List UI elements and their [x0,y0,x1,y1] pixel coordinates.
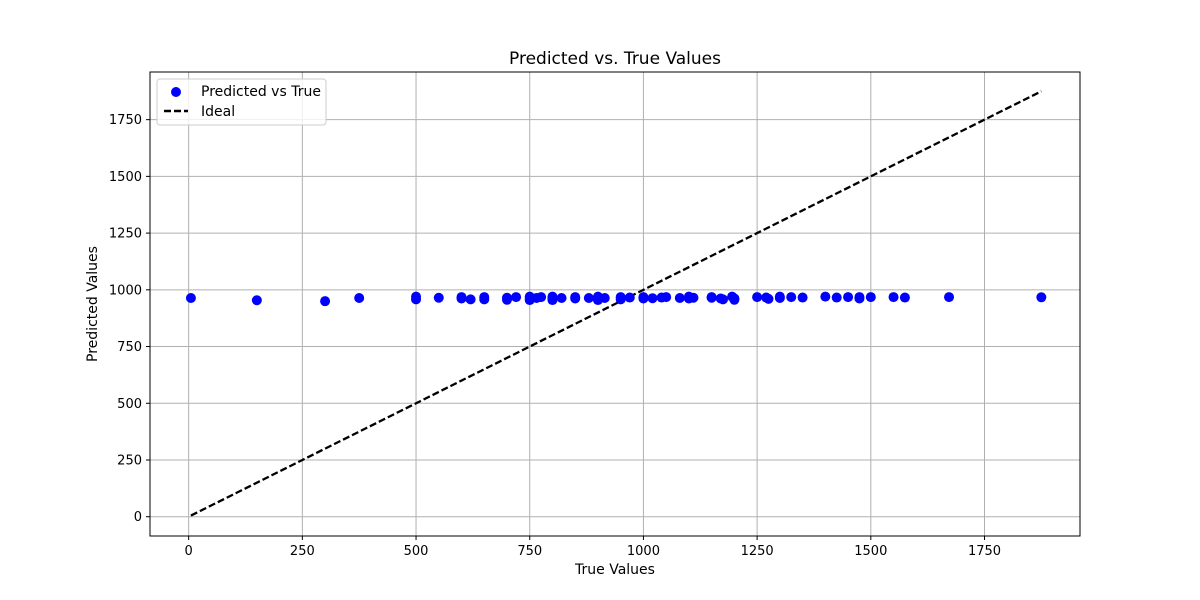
y-tick-label: 1250 [109,227,142,242]
scatter-point [501,294,512,305]
x-axis-ticks: 0 250 500 750 1000 1250 1500 1750 [185,536,1001,559]
scatter-point [479,294,490,305]
plot-frame [149,71,1081,537]
scatter-point [433,292,444,303]
scatter-point [251,295,262,306]
y-tick-label: 1750 [109,113,142,128]
scatter-point [185,292,196,303]
scatter-point [899,292,910,303]
scatter-point [638,293,649,304]
y-tick-label: 500 [117,397,142,412]
scatter-point [688,292,699,303]
scatter-point [624,292,635,303]
x-tick-label: 1500 [854,544,887,559]
chart-title: Predicted vs. True Values [509,49,721,69]
x-axis-label: True Values [574,562,655,578]
ideal-line [190,90,1042,517]
scatter-point [763,293,774,304]
legend: Predicted vs True Ideal [156,78,327,126]
x-tick-label: 1250 [741,544,774,559]
scatter-point [661,292,672,303]
scatter-point [320,296,331,307]
legend-box [156,78,327,126]
ideal-line-layer [190,90,1042,517]
scatter-point [797,292,808,303]
scatter-point [718,294,729,305]
scatter-point [465,294,476,305]
grid-lines [150,72,1080,536]
scatter-point [865,292,876,303]
x-tick-label: 750 [517,544,542,559]
x-tick-label: 250 [290,544,315,559]
scatter-point [556,292,567,303]
scatter-point [599,292,610,303]
scatter-point [752,292,763,303]
legend-marker-scatter [171,87,181,97]
scatter-point [547,295,558,306]
scatter-point [888,292,899,303]
scatter-point [411,294,422,305]
scatter-point [354,292,365,303]
y-tick-label: 0 [134,510,142,525]
scatter-point [1036,292,1047,303]
legend-label-scatter: Predicted vs True [201,84,321,100]
scatter-point [570,293,581,304]
x-tick-label: 1750 [968,544,1001,559]
scatter-points-layer [185,291,1047,307]
x-tick-label: 500 [404,544,429,559]
y-tick-label: 250 [117,453,142,468]
scatter-point [456,293,467,304]
scatter-point [786,292,797,303]
scatter-point [854,293,865,304]
y-axis-label: Predicted Values [85,246,101,362]
scatter-point [820,291,831,302]
scatter-point [729,294,740,305]
scatter-point [583,292,594,303]
scatter-point [511,292,522,303]
scatter-point [674,292,685,303]
y-tick-label: 1000 [109,283,142,298]
x-tick-label: 1000 [627,544,660,559]
scatter-point [831,292,842,303]
legend-label-ideal: Ideal [201,104,235,120]
scatter-point [647,293,658,304]
y-tick-label: 750 [117,340,142,355]
scatter-point [615,294,626,305]
scatter-point [843,292,854,303]
scatter-point [944,292,955,303]
scatter-point [774,292,785,303]
y-tick-label: 1500 [109,170,142,185]
scatter-point [536,292,547,303]
scatter-point [706,292,717,303]
x-tick-label: 0 [185,544,193,559]
y-axis-ticks: 0 250 500 750 1000 1250 1500 1750 [109,113,150,525]
